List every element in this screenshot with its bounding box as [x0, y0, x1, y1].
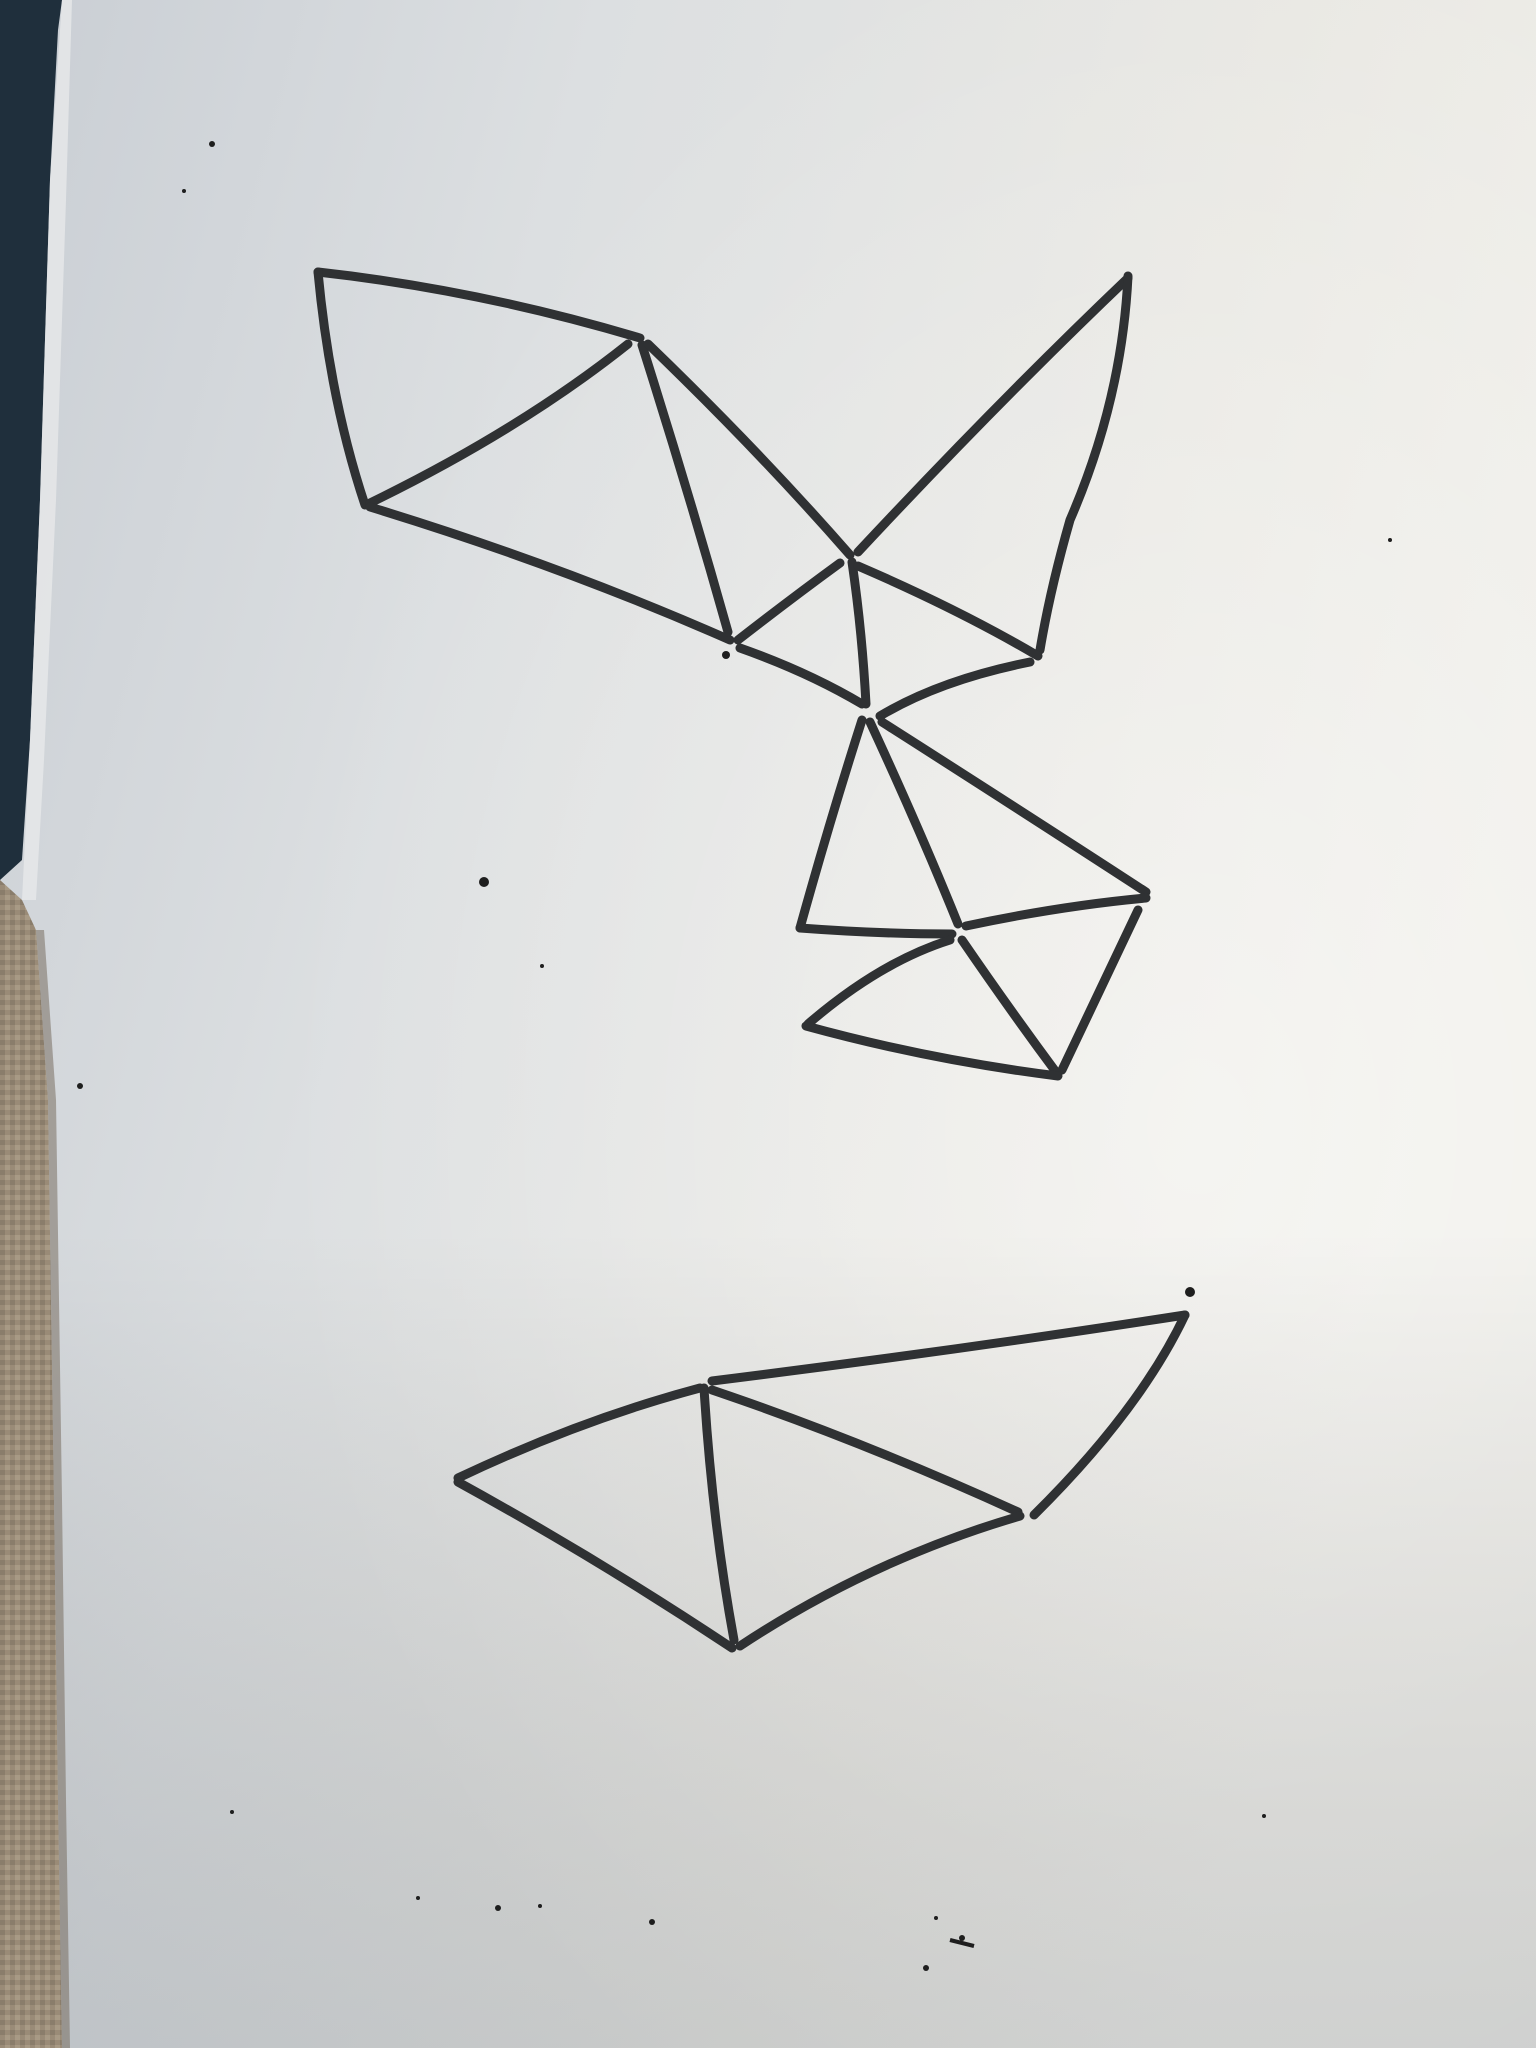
stroke-lower-long-edge: [365, 502, 735, 645]
stroke-center-small: [733, 558, 845, 645]
speck: [934, 1916, 938, 1920]
speck: [540, 964, 544, 968]
stroke-right-wing-base: [875, 657, 1035, 721]
marker-drawing-lower: [453, 1310, 1190, 1653]
stroke-right-wing-outer: [853, 273, 1133, 557]
board-frame-edge: [22, 0, 72, 900]
speck: [1262, 1814, 1266, 1818]
stroke-lower-crossbar: [961, 893, 1151, 931]
fabric-edge: [0, 880, 62, 2048]
stroke-lower-figure-top-right: [707, 1310, 1190, 1386]
board-specks: [77, 141, 1392, 1971]
speck: [649, 1919, 655, 1925]
stroke-center-lower: [735, 643, 867, 709]
board-frame: [0, 0, 62, 880]
stroke-lower-figure-bottom-right: [735, 1511, 1025, 1651]
speck: [959, 1935, 965, 1941]
speck: [182, 189, 186, 193]
stroke-lower-figure-left-bottom: [453, 1477, 737, 1653]
speck: [416, 1896, 420, 1900]
stroke-lower-figure-right: [1029, 1310, 1190, 1520]
stroke-lower-inner: [865, 717, 963, 929]
stroke-lower-figure-diagonal: [707, 1385, 1023, 1517]
stroke-left-diagonal: [365, 339, 633, 508]
stroke-lower-figure-top-left: [453, 1383, 705, 1483]
speck: [1388, 538, 1392, 542]
speck: [230, 1810, 234, 1814]
speck: [722, 651, 730, 659]
speck: [209, 141, 215, 147]
stroke-right-wing-tip: [1035, 271, 1133, 655]
stroke-bottom-left-upper: [803, 935, 955, 1029]
stroke-left-edge: [313, 267, 370, 510]
fabric-shadow: [36, 930, 70, 2048]
speck: [1185, 1287, 1195, 1297]
stroke-lower-figure-vertical: [699, 1383, 739, 1645]
speck: [479, 877, 489, 887]
stroke-lower-right-outer: [877, 717, 1151, 897]
stroke-lower-middle: [795, 923, 957, 939]
stroke-center-down: [847, 557, 871, 709]
stroke-lower-left-edge: [795, 715, 867, 933]
marker-drawing-upper: [313, 267, 1151, 1081]
speck: [923, 1965, 929, 1971]
speck: [538, 1904, 542, 1908]
stroke-inner-top: [643, 339, 855, 560]
speck: [949, 1938, 975, 1948]
stroke-bottom-right-edge: [1057, 905, 1143, 1075]
stroke-inner-left: [637, 340, 733, 637]
stroke-top-left-edge: [313, 267, 645, 343]
stroke-right-wing-inner: [853, 561, 1043, 661]
speck: [77, 1083, 83, 1089]
speck: [495, 1905, 501, 1911]
stroke-bottom-inner: [957, 935, 1061, 1077]
stroke-bottom-base: [801, 1021, 1063, 1081]
